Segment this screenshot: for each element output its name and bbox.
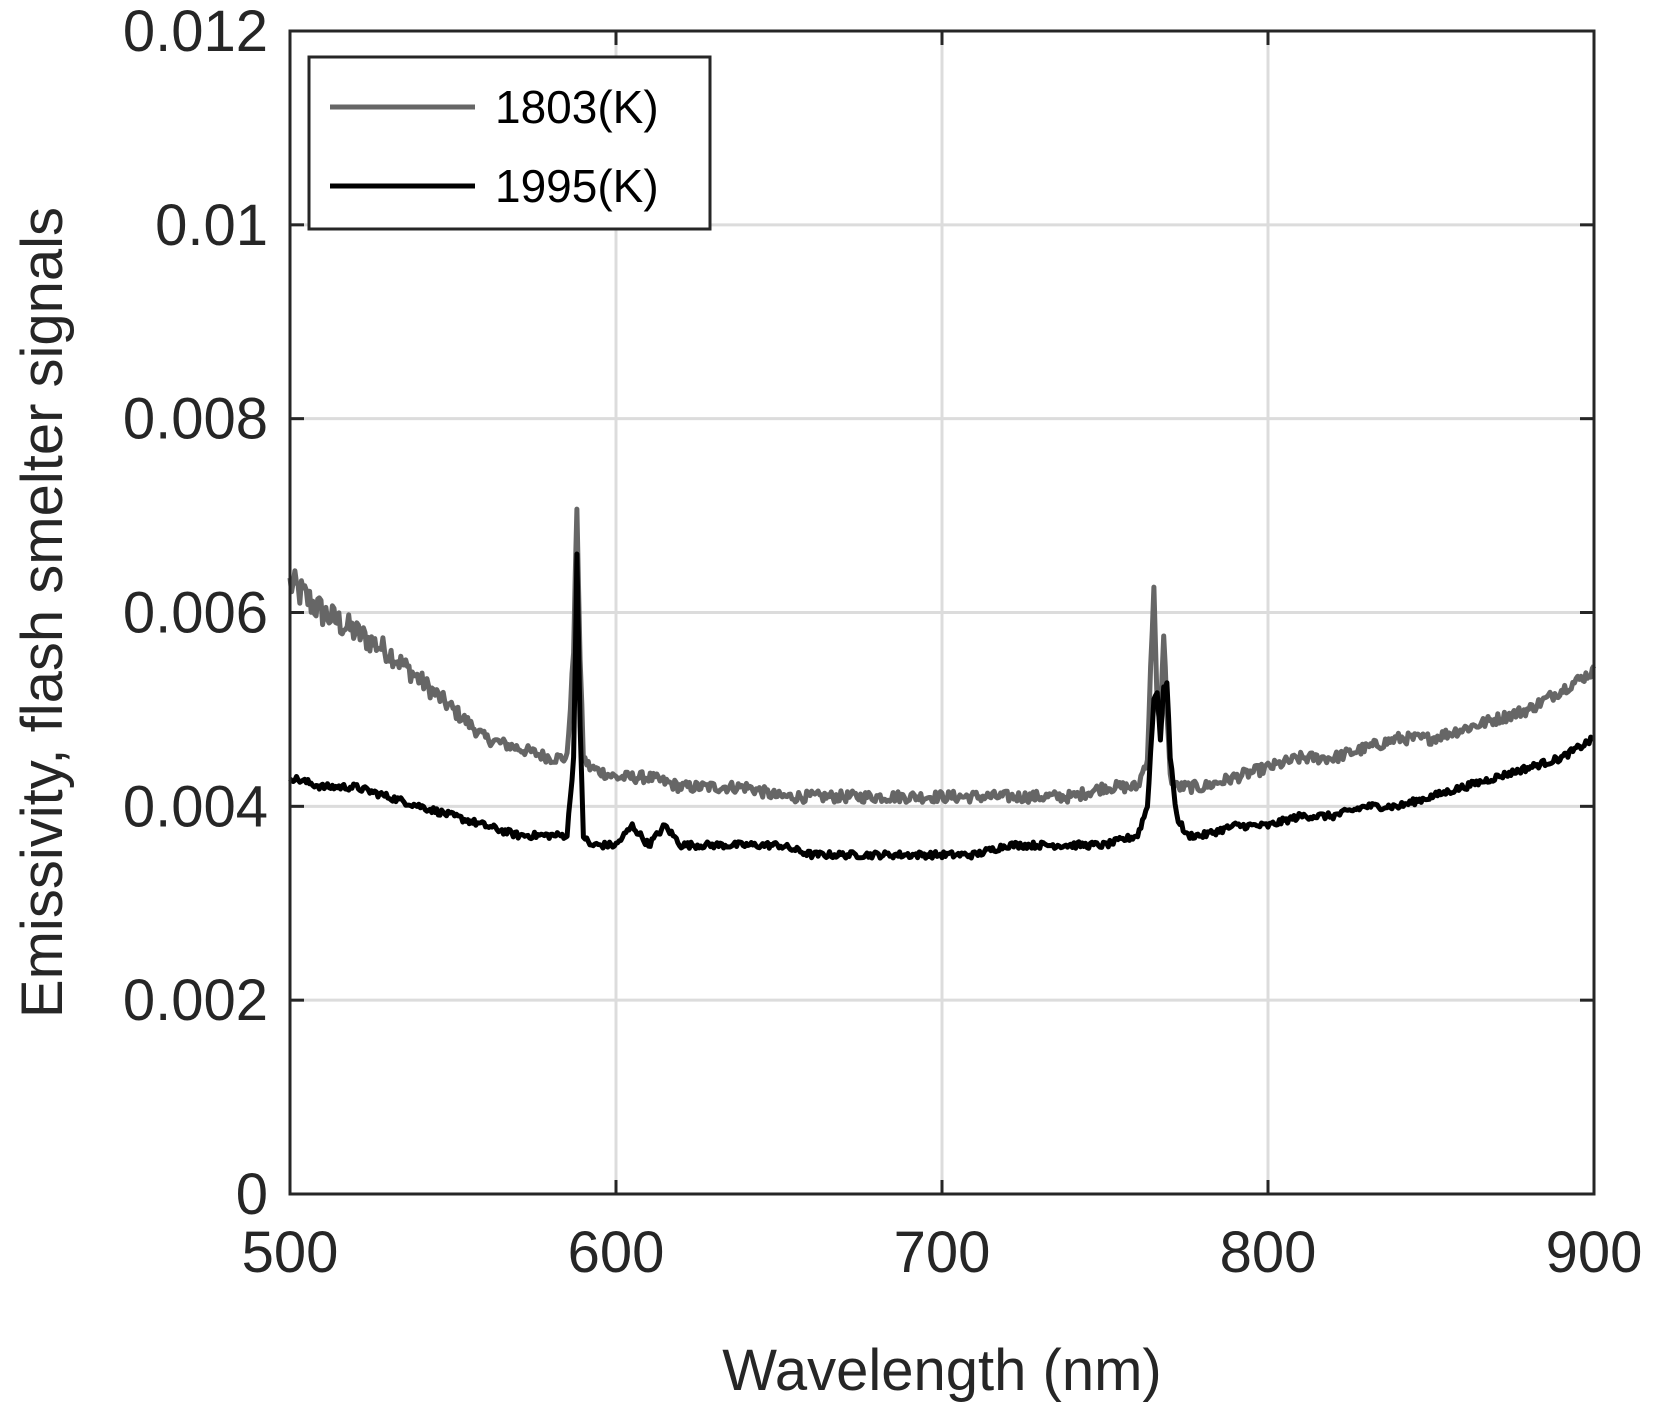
y-tick-label: 0.008: [123, 387, 268, 452]
series-line-1995k: [288, 551, 1595, 861]
x-axis-label: Wavelength (nm): [722, 1338, 1161, 1403]
y-tick-label: 0.01: [155, 193, 268, 258]
x-tick-label: 500: [242, 1220, 339, 1285]
x-tick-label: 700: [894, 1220, 991, 1285]
y-tick-label: 0.002: [123, 968, 268, 1033]
y-tick-label: 0.006: [123, 581, 268, 646]
x-tick-label: 800: [1220, 1220, 1317, 1285]
legend-box: [307, 55, 712, 231]
y-tick-label: 0.012: [123, 0, 268, 64]
y-tick-label: 0: [236, 1162, 268, 1227]
legend-label-1803k: 1803(K): [495, 81, 659, 133]
tick-labels: 500 600 700 800 900 0 0.002 0.004 0.006 0.008 0.01…: [123, 0, 1643, 1285]
x-tick-label: 900: [1546, 1220, 1643, 1285]
ticks: [288, 29, 1596, 1196]
legend: 1803(K) 1995(K): [307, 55, 712, 231]
legend-label-1995k: 1995(K): [495, 160, 659, 212]
y-tick-label: 0.004: [123, 774, 268, 839]
y-axis-label: Emissivity, flash smelter signals: [10, 207, 75, 1018]
x-tick-label: 600: [568, 1220, 665, 1285]
series-line-1803k: [287, 506, 1597, 805]
series-group: [287, 506, 1597, 861]
